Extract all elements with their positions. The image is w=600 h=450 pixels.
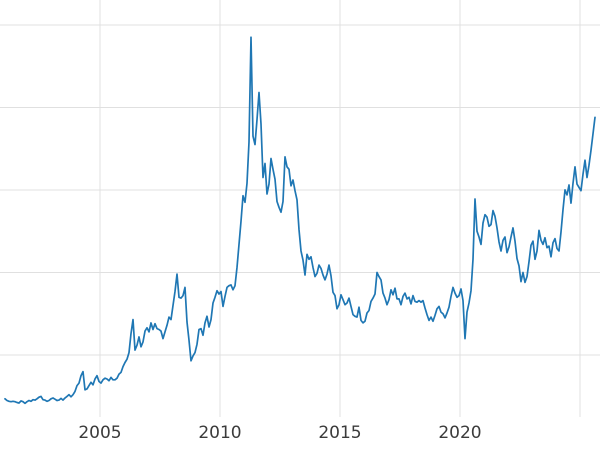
price-series-line (4, 36, 596, 405)
x-axis-tick-labels: 2005 2010 2015 2020 (78, 423, 481, 443)
x-tick-label: 2020 (438, 423, 481, 443)
gridlines (0, 0, 600, 417)
x-tick-label: 2010 (198, 423, 241, 443)
x-tick-label: 2015 (318, 423, 361, 443)
x-tick-label: 2005 (78, 423, 121, 443)
series-lines (4, 36, 596, 405)
